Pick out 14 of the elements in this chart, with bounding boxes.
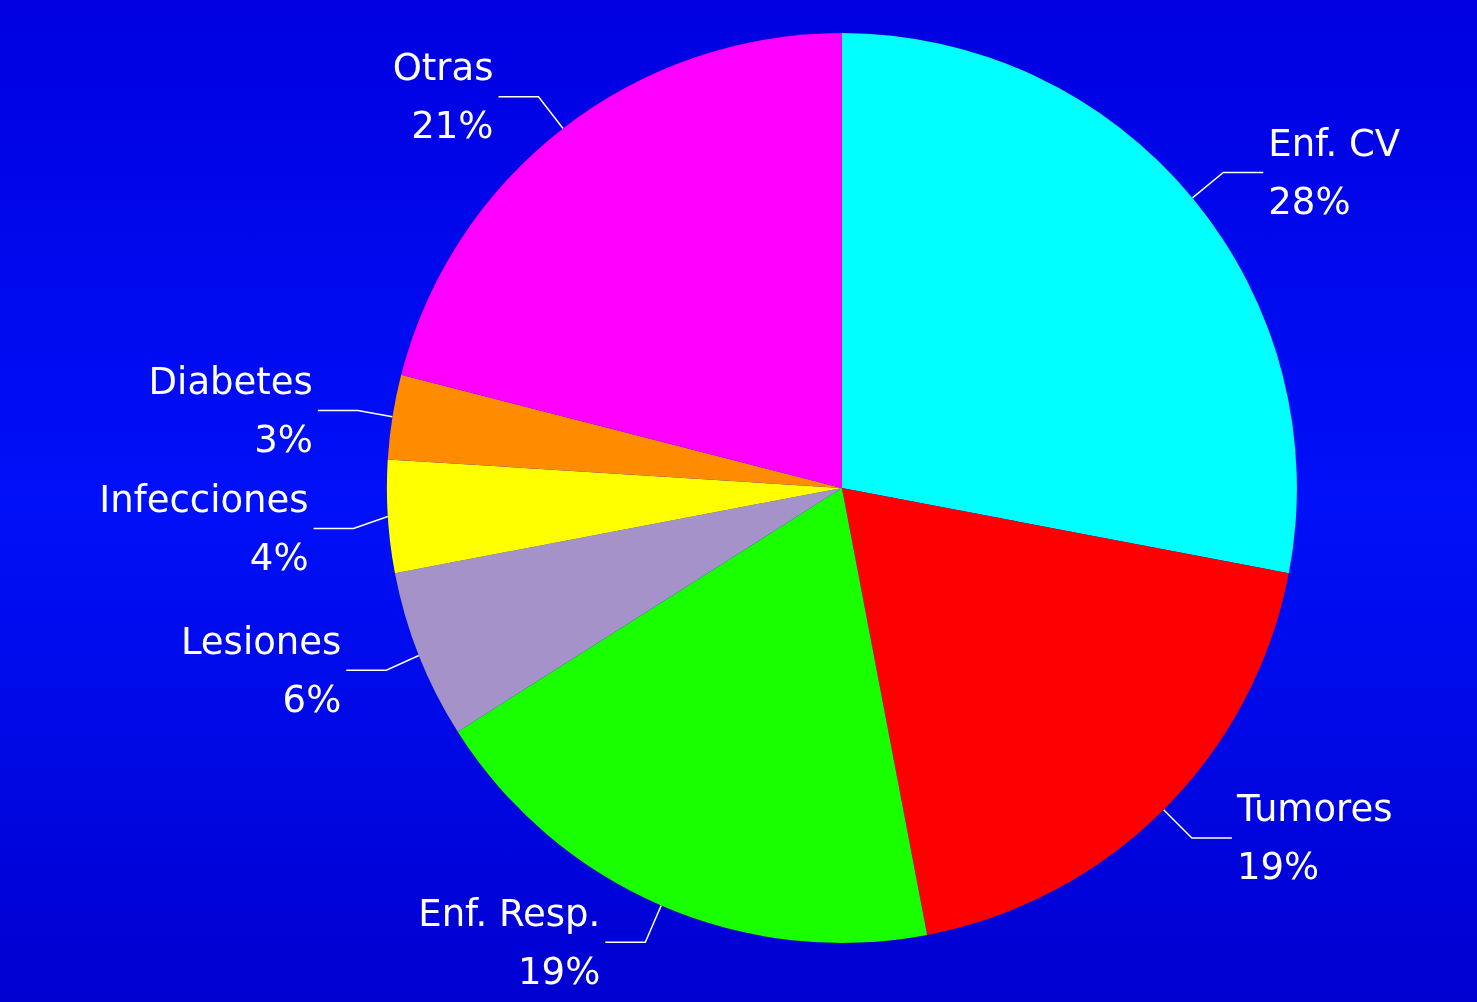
data-label: 19%: [518, 949, 601, 993]
slice-label: Infecciones: [99, 478, 309, 522]
slice-label: Lesiones: [180, 619, 342, 663]
slice-label: Otras: [392, 46, 494, 90]
slice-label: Tumores: [1235, 787, 1393, 831]
slice-label: Enf. Resp.: [418, 891, 601, 935]
slice-label: Diabetes: [148, 360, 313, 404]
data-label: 21%: [411, 104, 494, 148]
data-label: 3%: [254, 418, 313, 462]
data-label: 6%: [282, 677, 342, 721]
slice-label: Enf. CV: [1268, 121, 1401, 165]
data-label: 28%: [1268, 179, 1351, 223]
data-label: 19%: [1236, 845, 1320, 889]
data-label: 4%: [249, 536, 309, 580]
